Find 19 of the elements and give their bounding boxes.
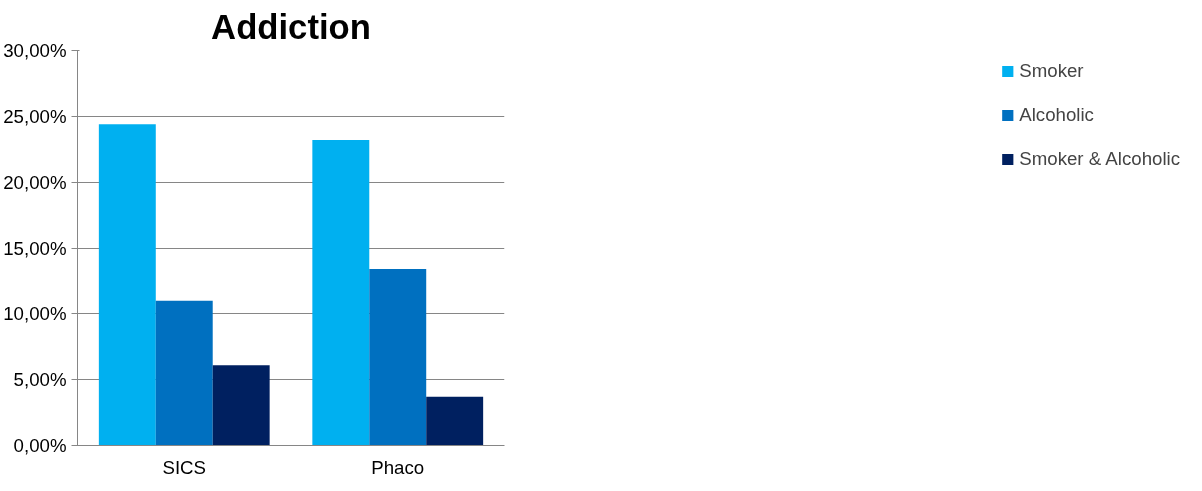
y-tick-label: 20,00% bbox=[3, 171, 67, 193]
bar bbox=[98, 124, 156, 446]
y-tick-label: 25,00% bbox=[3, 105, 67, 127]
legend-label: Smoker & Alcoholic bbox=[1019, 148, 1180, 170]
bar bbox=[155, 300, 213, 446]
y-tick-label: 5,00% bbox=[13, 369, 67, 391]
bar bbox=[426, 396, 484, 446]
y-tick-label: 15,00% bbox=[3, 237, 67, 259]
bar bbox=[369, 269, 427, 446]
y-tick-label: 0,00% bbox=[13, 435, 67, 456]
legend-label: Smoker bbox=[1019, 60, 1084, 82]
y-tick-label: 10,00% bbox=[3, 303, 67, 325]
legend-label: Alcoholic bbox=[1019, 104, 1094, 126]
x-tick-label: Phaco bbox=[371, 456, 425, 478]
chart-title: Addiction bbox=[211, 7, 371, 46]
x-tick-label: SICS bbox=[162, 456, 207, 478]
bar bbox=[312, 140, 370, 446]
y-tick-label: 30,00% bbox=[3, 40, 67, 61]
bar bbox=[212, 365, 270, 446]
